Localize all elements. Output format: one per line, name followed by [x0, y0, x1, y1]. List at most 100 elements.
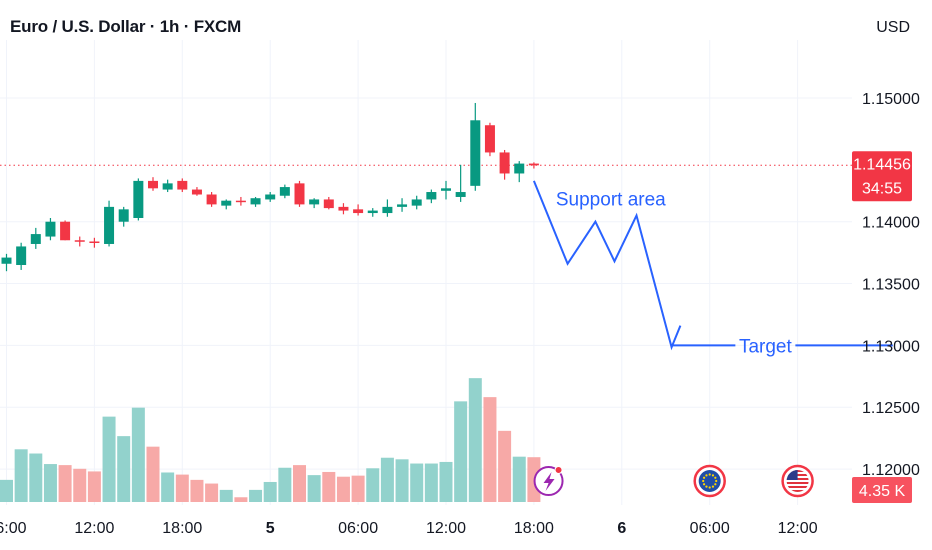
eu-flag-star: [711, 485, 715, 488]
volume-bar: [205, 483, 219, 502]
volume-bar: [468, 378, 482, 502]
event-markers: [533, 464, 814, 498]
volume-bar: [454, 401, 468, 502]
candle-body: [89, 241, 100, 243]
candle-body: [133, 180, 144, 218]
price-axis[interactable]: 1.15000 1.14000 1.13500 1.13000 1.12500 1.120…: [852, 91, 920, 503]
time-axis[interactable]: 06:00 12:00 18:00 5 06:00 12:00 18:00 6 06:00 12:…: [0, 520, 818, 537]
notification-dot: [554, 466, 563, 474]
volume-bar: [380, 457, 394, 502]
candle-body: [309, 199, 320, 205]
us-flag-icon: [781, 464, 814, 498]
eu-flag-star: [708, 473, 711, 476]
volume-bar: [263, 481, 277, 502]
lightning-icon-bolt: [543, 472, 555, 491]
candle-body: [250, 198, 261, 205]
volume-bar: [424, 463, 438, 502]
x-tick-label: 12:00: [778, 520, 818, 537]
eu-flag-star: [708, 486, 711, 489]
candles: [1, 102, 539, 272]
volume-bar: [483, 397, 497, 502]
volume-bar: [43, 464, 57, 502]
eu-flag-icon: [693, 464, 726, 498]
eu-flag-star: [702, 483, 706, 486]
lightning-icon: [533, 466, 564, 496]
candle-body: [338, 206, 349, 211]
volume-bar: [131, 407, 145, 502]
us-flag-stripe: [786, 490, 809, 492]
x-tick-label: 18:00: [162, 520, 202, 537]
volume-bar: [351, 475, 365, 502]
volume-bar: [293, 465, 306, 502]
x-tick-label: 18:00: [514, 520, 554, 537]
volume-bar: [102, 416, 116, 502]
us-flag-canton: [786, 470, 798, 480]
volume-bars: [0, 378, 541, 502]
x-tick-label: 06:00: [690, 520, 730, 537]
candle-body: [411, 199, 422, 206]
volume-bar: [322, 471, 336, 502]
candle-body: [118, 209, 129, 222]
candle-body: [323, 199, 334, 209]
volume-bar: [146, 446, 160, 502]
volume-bar: [234, 497, 248, 502]
candle-body: [484, 125, 495, 153]
volume-bar: [395, 459, 409, 502]
y-tick-label: 1.12000: [862, 462, 920, 479]
chart-title[interactable]: Euro / U.S. Dollar · 1h · FXCM: [10, 17, 242, 36]
eu-flag-star: [715, 479, 718, 483]
volume-bar: [58, 465, 72, 502]
candle-body: [265, 194, 276, 200]
volume-bar: [512, 456, 526, 502]
x-tick-label: 06:00: [0, 520, 27, 537]
us-flag-stripe: [786, 482, 809, 484]
candle-body: [367, 210, 378, 214]
volume-bar: [87, 471, 101, 502]
eu-flag-star: [711, 474, 715, 477]
candle-body: [514, 163, 525, 174]
candle-body: [191, 189, 202, 195]
candle-body: [470, 120, 481, 186]
eu-flag-star: [705, 485, 708, 488]
candle-body: [441, 188, 451, 191]
candle-body: [74, 240, 85, 242]
volume-bar: [336, 476, 350, 502]
y-tick-label: 1.12500: [862, 400, 920, 417]
candle-body: [30, 234, 41, 244]
current-price-value: 1.14456: [853, 156, 911, 173]
y-tick-label: 1.13500: [862, 277, 920, 294]
volume-bar: [498, 430, 512, 502]
eu-flag-star: [705, 474, 708, 477]
current-price-badge: 1.14456 34:55: [852, 151, 912, 202]
x-tick-label: 06:00: [338, 520, 378, 537]
volume-bar: [73, 468, 87, 502]
candle-body: [499, 152, 510, 174]
projection-path: [532, 180, 682, 351]
current-volume-value: 4.35 K: [859, 483, 906, 500]
candle-body: [279, 187, 290, 196]
candle-body: [16, 246, 27, 265]
volume-badge: 4.35 K: [852, 477, 912, 503]
volume-bar: [14, 449, 28, 502]
eu-flag-star: [702, 476, 706, 479]
candle-body: [206, 194, 217, 205]
volume-bar: [410, 463, 424, 502]
candle-body: [177, 180, 188, 190]
volume-bar: [278, 467, 292, 502]
candle-body: [148, 180, 158, 189]
y-tick-label: 1.13000: [862, 338, 920, 355]
candle-body: [382, 206, 393, 214]
candle-body: [104, 206, 115, 244]
candle-body: [528, 163, 539, 166]
bar-countdown: 34:55: [862, 180, 902, 197]
currency-label[interactable]: USD: [876, 19, 910, 36]
candle-body: [45, 221, 56, 237]
candle-body: [426, 192, 437, 200]
projection-annotation: Target Support area: [532, 180, 893, 357]
volume-bar: [366, 468, 380, 502]
candle-body: [221, 200, 232, 206]
target-label: Target: [739, 336, 793, 357]
volume-bar: [175, 474, 189, 502]
x-tick-label: 12:00: [74, 520, 114, 537]
